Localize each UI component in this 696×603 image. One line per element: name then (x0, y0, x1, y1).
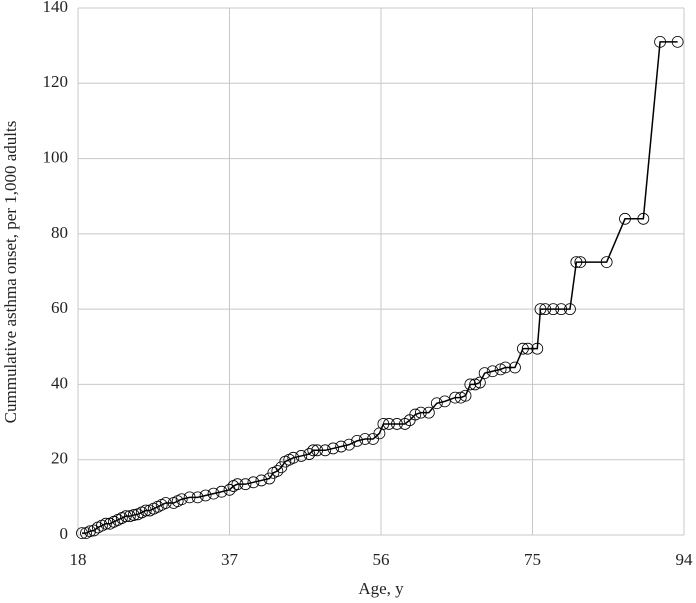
data-point (319, 444, 332, 457)
y-tick-label: 120 (43, 72, 69, 91)
data-point (307, 444, 320, 457)
data-point (473, 376, 486, 389)
x-tick-label: 94 (676, 550, 694, 569)
data-point (247, 476, 260, 489)
x-tick-label: 56 (373, 550, 390, 569)
data-point (531, 342, 544, 355)
data-point (359, 433, 371, 445)
data-point (574, 256, 587, 268)
data-point (127, 509, 140, 521)
data-point (671, 35, 684, 48)
data-point (564, 303, 576, 316)
data-point (139, 504, 152, 517)
data-point (207, 487, 220, 500)
data-point (399, 418, 411, 430)
data-point (123, 510, 136, 523)
data-point (303, 448, 316, 460)
data-point (422, 406, 435, 419)
data-point (215, 485, 228, 498)
data-point (637, 212, 650, 225)
data-point (409, 408, 422, 421)
data-point (231, 478, 244, 491)
y-tick-label: 40 (51, 373, 68, 392)
data-point (619, 212, 631, 225)
data-point (100, 517, 112, 530)
data-point (494, 363, 507, 376)
y-tick-label: 100 (43, 147, 69, 166)
data-point (159, 497, 172, 509)
y-tick-label: 80 (51, 223, 68, 242)
data-point (351, 434, 363, 447)
data-point (534, 303, 547, 316)
data-point (183, 491, 196, 504)
data-point (521, 342, 534, 355)
data-point (654, 35, 666, 48)
data-point (509, 361, 521, 374)
data-point (600, 256, 613, 268)
data-point (295, 450, 308, 462)
data-point (76, 527, 88, 540)
data-point (191, 491, 204, 504)
data-point (478, 367, 491, 380)
data-point (547, 303, 560, 316)
data-point (119, 510, 132, 523)
data-point (517, 342, 529, 355)
data-point (287, 451, 300, 464)
data-point (469, 378, 481, 391)
data-point (383, 418, 395, 430)
data-point (570, 256, 583, 268)
x-tick-label: 37 (221, 550, 239, 569)
data-point (255, 474, 268, 487)
y-tick-label: 0 (60, 524, 69, 543)
data-point (430, 397, 443, 410)
data-point (335, 440, 348, 453)
data-point (223, 483, 236, 496)
y-tick-label: 60 (51, 298, 68, 317)
x-tick-label: 75 (524, 550, 541, 569)
data-point (486, 365, 499, 378)
data-point (438, 395, 451, 408)
data-point (499, 361, 512, 374)
data-point (391, 418, 403, 430)
data-point (555, 303, 568, 316)
y-tick-label: 140 (43, 0, 69, 16)
y-tick-label: 20 (51, 449, 68, 468)
data-point (271, 465, 284, 477)
data-point (454, 391, 467, 404)
data-point (199, 489, 212, 502)
data-point (327, 442, 340, 455)
data-point (377, 418, 390, 430)
data-point (84, 525, 96, 538)
data-point (459, 389, 472, 402)
data-point (239, 478, 252, 491)
x-tick-label: 18 (70, 550, 87, 569)
data-point (539, 303, 552, 316)
y-axis-label: Cummulative asthma onset, per 1,000 adul… (1, 121, 20, 424)
data-point (414, 406, 427, 419)
data-point (343, 438, 356, 451)
x-axis-label: Age, y (358, 579, 404, 598)
data-point (464, 378, 477, 391)
data-point (175, 493, 188, 506)
data-point (311, 444, 324, 457)
